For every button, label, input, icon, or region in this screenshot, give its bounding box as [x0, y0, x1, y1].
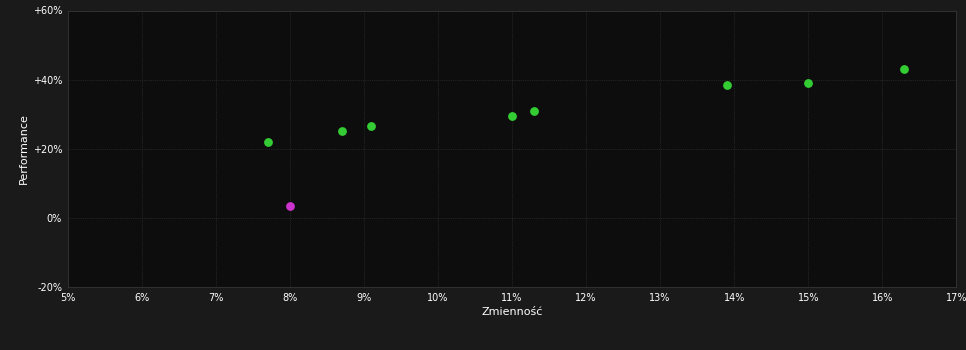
Point [504, 113, 520, 119]
Point [896, 66, 912, 72]
Y-axis label: Performance: Performance [18, 113, 28, 184]
Point [719, 82, 734, 88]
Point [526, 108, 542, 113]
Point [363, 124, 379, 129]
Point [801, 80, 816, 86]
Point [334, 129, 350, 134]
X-axis label: Zmienność: Zmienność [481, 307, 543, 317]
Point [260, 139, 275, 145]
Point [282, 203, 298, 209]
